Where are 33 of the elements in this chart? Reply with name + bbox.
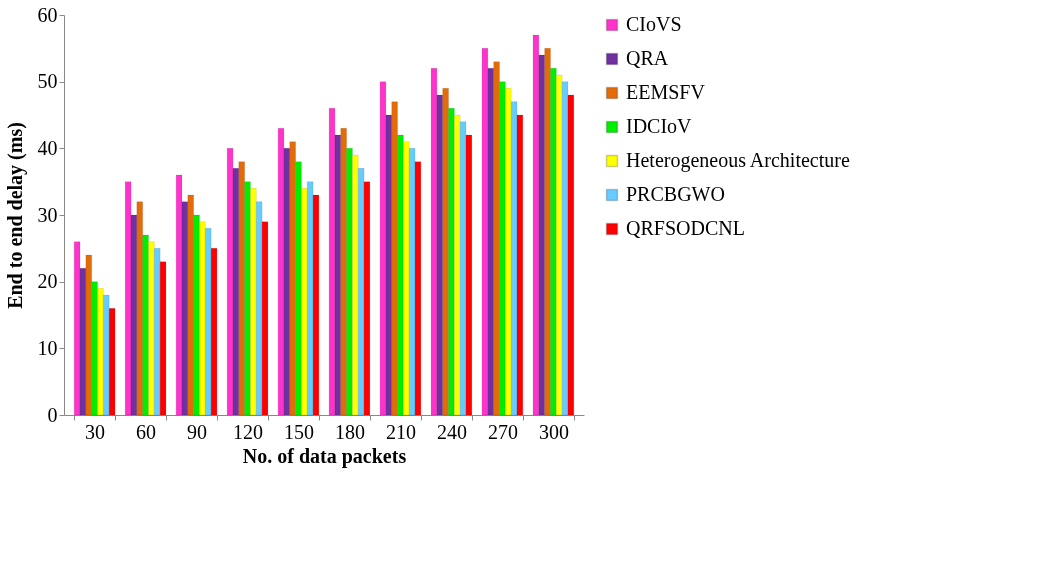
bar xyxy=(430,68,438,416)
y-tick-label: 60 xyxy=(37,3,58,26)
legend-label: IDCIoV xyxy=(626,115,693,137)
x-tick-label: 150 xyxy=(284,420,315,443)
x-tick-label: 300 xyxy=(538,420,569,443)
bar xyxy=(328,108,336,416)
x-axis-title: No. of data packets xyxy=(242,444,407,468)
legend-label: EEMSFV xyxy=(626,81,706,103)
bar xyxy=(226,148,234,416)
y-tick-label: 30 xyxy=(37,203,58,226)
legend-label: QRA xyxy=(626,47,669,69)
x-tick-label: 120 xyxy=(233,420,264,443)
y-tick-label: 10 xyxy=(37,336,58,359)
bar xyxy=(532,34,540,416)
x-tick-label: 30 xyxy=(85,420,106,443)
x-tick-label: 180 xyxy=(334,420,365,443)
legend-label: CIoVS xyxy=(626,13,682,35)
legend-label: PRCBGWO xyxy=(626,183,725,205)
bar xyxy=(277,128,285,416)
y-tick-label: 40 xyxy=(37,136,58,159)
legend-label: Heterogeneous Architecture xyxy=(626,149,850,172)
y-tick-label: 20 xyxy=(37,270,58,293)
y-tick-label: 0 xyxy=(47,403,58,426)
y-axis-title: End to end delay (ms) xyxy=(3,122,27,309)
y-tick-label: 50 xyxy=(37,70,58,93)
legend-label: QRFSODCNL xyxy=(626,217,745,239)
x-tick-label: 210 xyxy=(385,420,416,443)
x-tick-label: 270 xyxy=(487,420,518,443)
x-tick-label: 60 xyxy=(136,420,157,443)
bar xyxy=(379,81,387,416)
x-tick-label: 240 xyxy=(436,420,467,443)
bar xyxy=(481,48,489,416)
x-tick-label: 90 xyxy=(187,420,208,443)
